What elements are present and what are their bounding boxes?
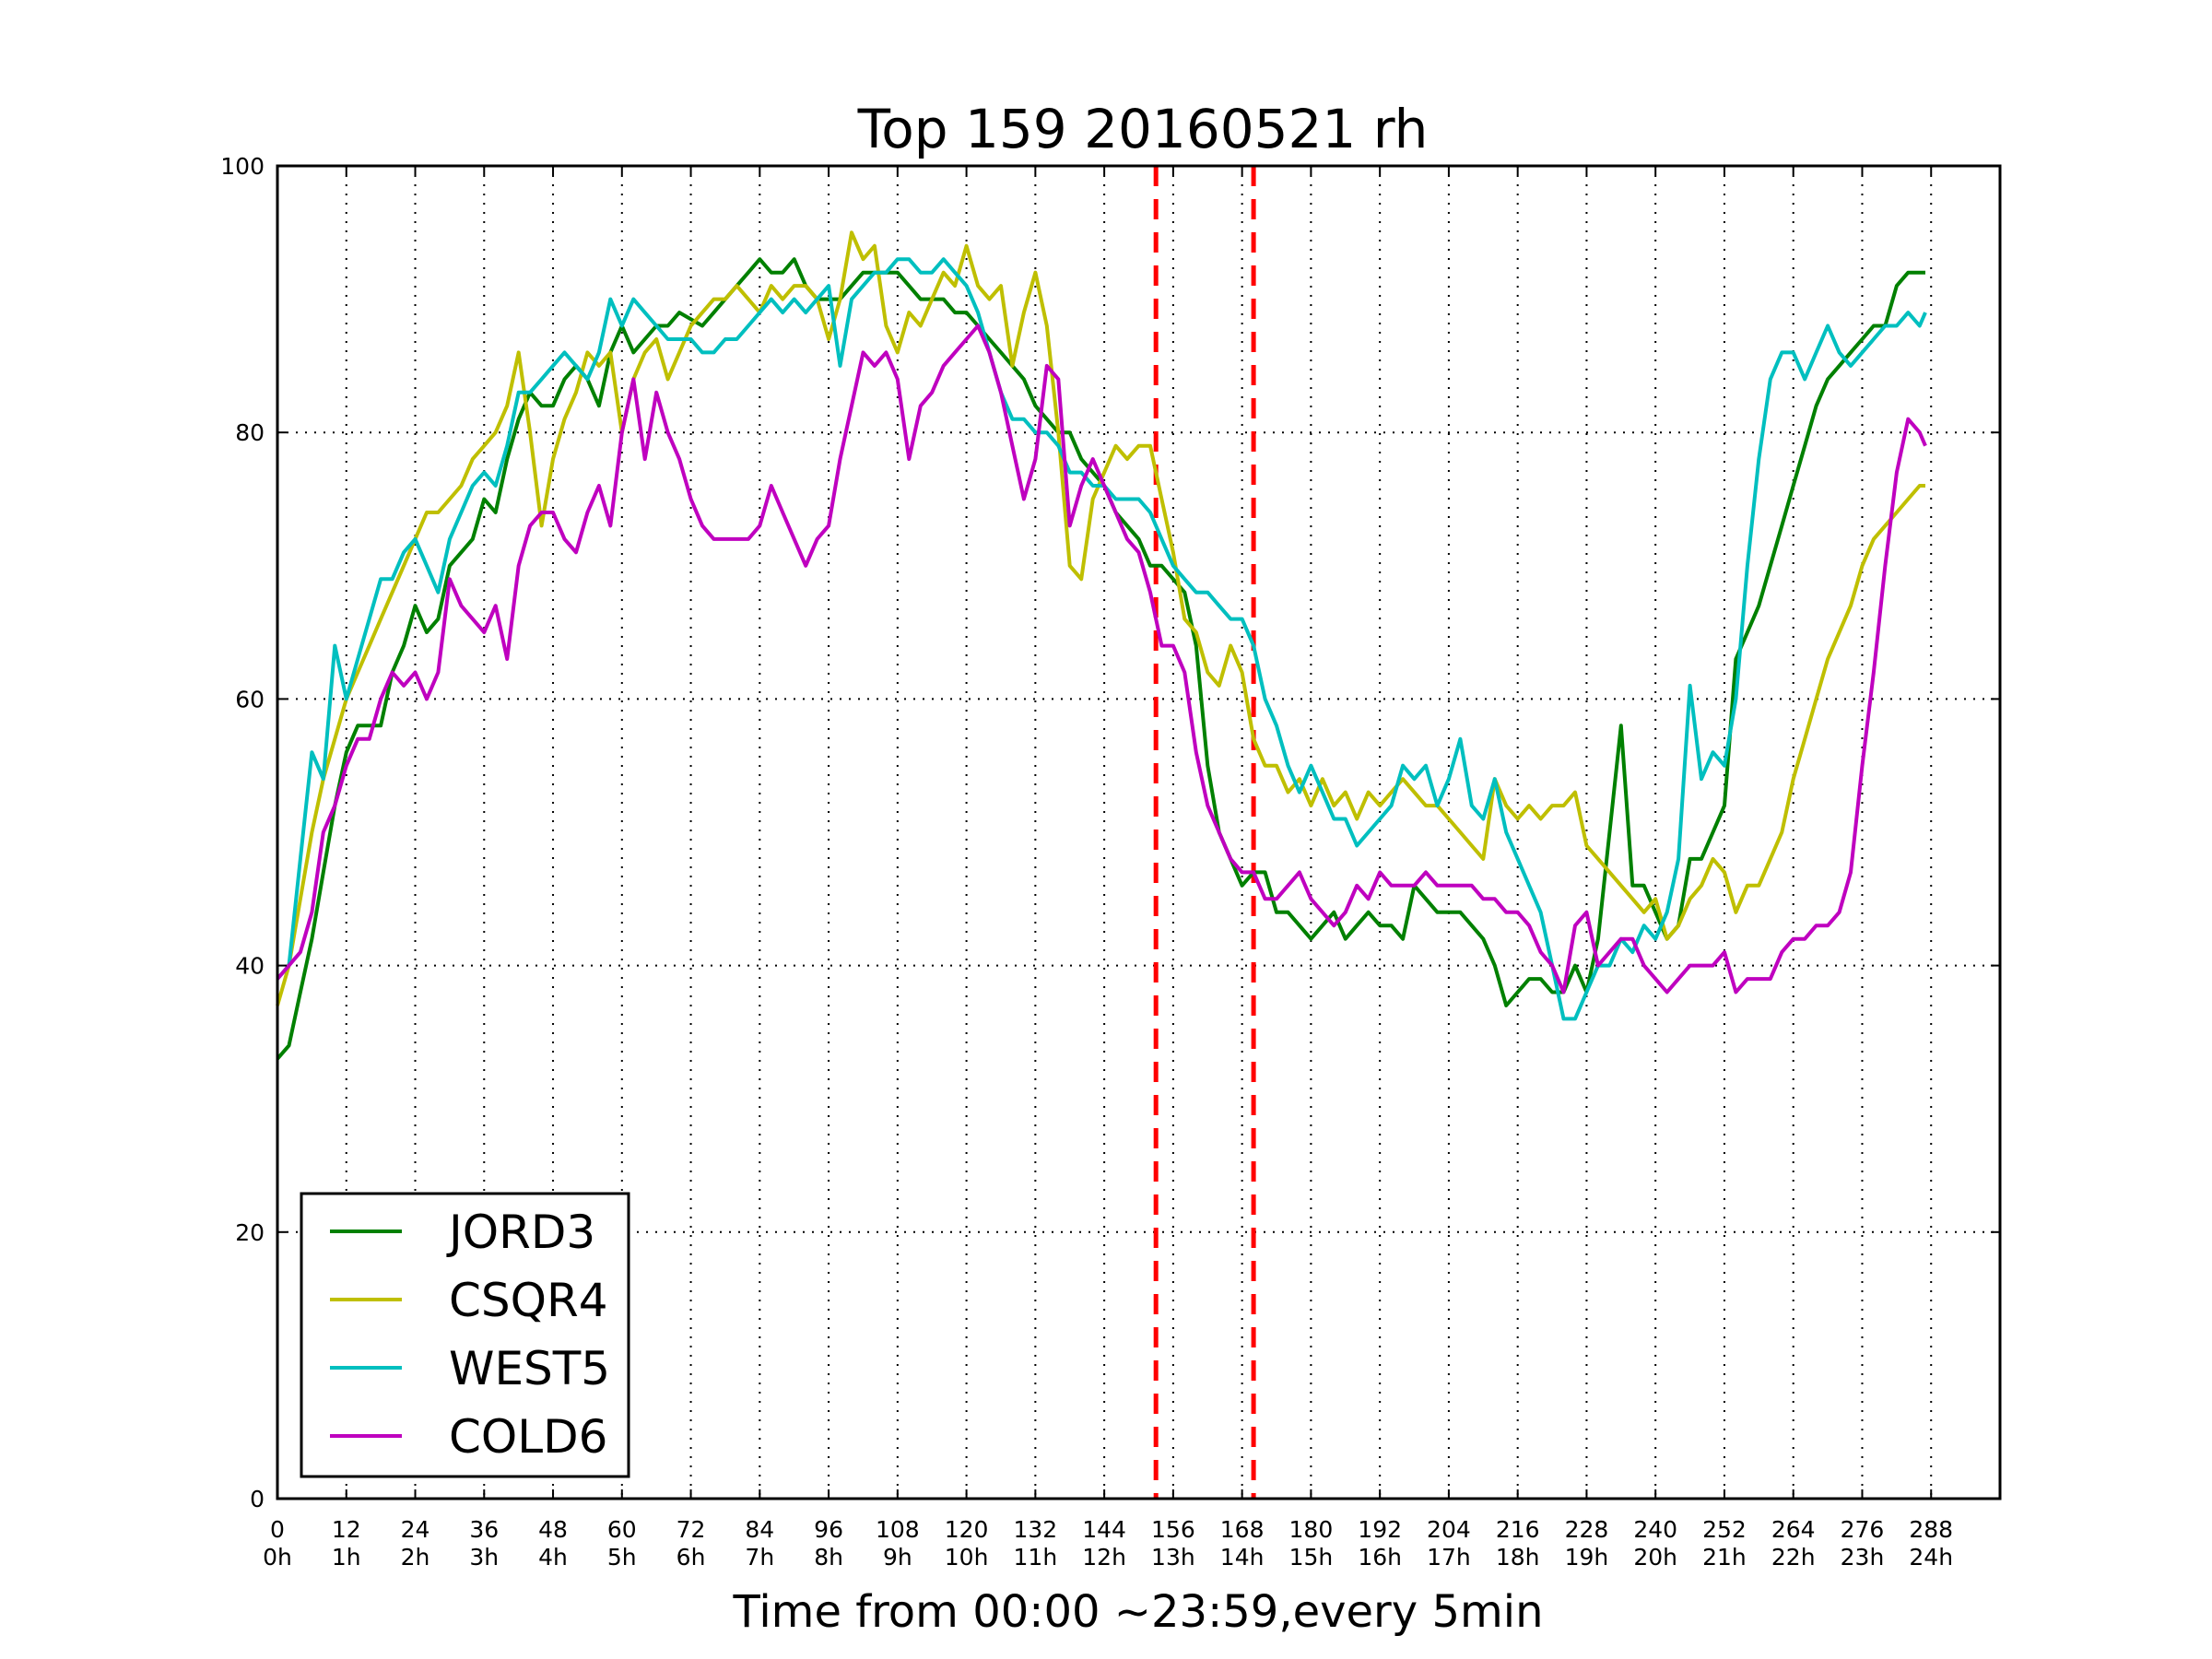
x-tick-hour-label: 6h xyxy=(677,1544,706,1571)
x-tick-hour-label: 20h xyxy=(1633,1544,1677,1571)
x-tick-hour-label: 9h xyxy=(883,1544,912,1571)
x-tick-label: 192 xyxy=(1358,1516,1402,1543)
x-tick-label: 36 xyxy=(469,1516,499,1543)
x-tick-hour-label: 14h xyxy=(1220,1544,1265,1571)
x-axis-label: Time from 00:00 ~23:59,every 5min xyxy=(733,1586,1544,1638)
x-tick-hour-label: 17h xyxy=(1427,1544,1471,1571)
x-tick-label: 276 xyxy=(1841,1516,1885,1543)
x-tick-hour-label: 0h xyxy=(263,1544,292,1571)
x-tick-label: 24 xyxy=(401,1516,430,1543)
x-tick-label: 72 xyxy=(677,1516,706,1543)
x-tick-label: 204 xyxy=(1427,1516,1471,1543)
x-tick-hour-label: 24h xyxy=(1909,1544,1953,1571)
legend-label: COLD6 xyxy=(449,1410,607,1464)
x-tick-hour-label: 22h xyxy=(1771,1544,1816,1571)
x-tick-hour-label: 1h xyxy=(332,1544,361,1571)
x-tick-label: 0 xyxy=(270,1516,285,1543)
y-tick-label: 100 xyxy=(220,153,265,180)
series-line-jord3 xyxy=(276,257,1925,1061)
x-tick-label: 288 xyxy=(1909,1516,1953,1543)
x-tick-hour-label: 3h xyxy=(469,1544,499,1571)
x-tick-label: 48 xyxy=(538,1516,568,1543)
x-tick-hour-label: 10h xyxy=(945,1544,989,1571)
x-tick-hour-label: 13h xyxy=(1151,1544,1195,1571)
series-line-csqr4 xyxy=(276,230,1925,1006)
x-tick-hour-label: 18h xyxy=(1496,1544,1540,1571)
x-tick-label: 156 xyxy=(1151,1516,1195,1543)
x-tick-hour-label: 21h xyxy=(1702,1544,1747,1571)
y-tick-label: 20 xyxy=(235,1219,265,1246)
x-tick-label: 252 xyxy=(1702,1516,1747,1543)
x-tick-label: 132 xyxy=(1014,1516,1058,1543)
x-tick-hour-label: 15h xyxy=(1289,1544,1334,1571)
x-tick-label: 216 xyxy=(1496,1516,1540,1543)
x-tick-hour-label: 5h xyxy=(607,1544,637,1571)
legend-label: CSQR4 xyxy=(449,1274,608,1327)
x-tick-hour-label: 16h xyxy=(1358,1544,1402,1571)
y-tick-label: 60 xyxy=(235,686,265,712)
series-line-cold6 xyxy=(276,324,1927,994)
x-tick-hour-label: 2h xyxy=(401,1544,430,1571)
x-tick-label: 228 xyxy=(1565,1516,1609,1543)
x-tick-label: 96 xyxy=(814,1516,843,1543)
x-tick-hour-label: 12h xyxy=(1082,1544,1126,1571)
legend-label: WEST5 xyxy=(449,1342,610,1395)
axes-frame xyxy=(276,164,2002,1500)
x-tick-label: 12 xyxy=(332,1516,361,1543)
y-tick-label: 0 xyxy=(250,1486,265,1512)
y-tick-label: 40 xyxy=(235,953,265,980)
plot-area xyxy=(276,230,1927,1061)
x-tick-hour-label: 8h xyxy=(814,1544,843,1571)
x-tick-label: 108 xyxy=(876,1516,920,1543)
y-tick-label: 80 xyxy=(235,419,265,446)
x-tick-label: 84 xyxy=(745,1516,774,1543)
series-line-west5 xyxy=(276,257,1927,1021)
x-tick-hour-label: 7h xyxy=(745,1544,774,1571)
x-tick-label: 120 xyxy=(945,1516,989,1543)
x-tick-hour-label: 23h xyxy=(1841,1544,1885,1571)
legend: JORD3 CSQR4 WEST5 COLD6 xyxy=(300,1192,630,1478)
x-tick-label: 60 xyxy=(607,1516,637,1543)
x-tick-label: 264 xyxy=(1771,1516,1816,1543)
reference-lines xyxy=(1153,166,1256,1499)
x-tick-label: 240 xyxy=(1633,1516,1677,1543)
x-tick-label: 180 xyxy=(1289,1516,1334,1543)
x-tick-hour-label: 19h xyxy=(1565,1544,1609,1571)
chart-title: Top 159 20160521 rh xyxy=(857,98,1429,160)
legend-box xyxy=(300,1192,630,1478)
axis-ticks: 00h121h242h363h484h605h726h847h968h1089h… xyxy=(220,153,2000,1571)
x-tick-hour-label: 4h xyxy=(538,1544,568,1571)
x-tick-label: 144 xyxy=(1082,1516,1126,1543)
legend-label: JORD3 xyxy=(446,1206,595,1259)
x-tick-label: 168 xyxy=(1220,1516,1265,1543)
x-tick-hour-label: 11h xyxy=(1014,1544,1058,1571)
